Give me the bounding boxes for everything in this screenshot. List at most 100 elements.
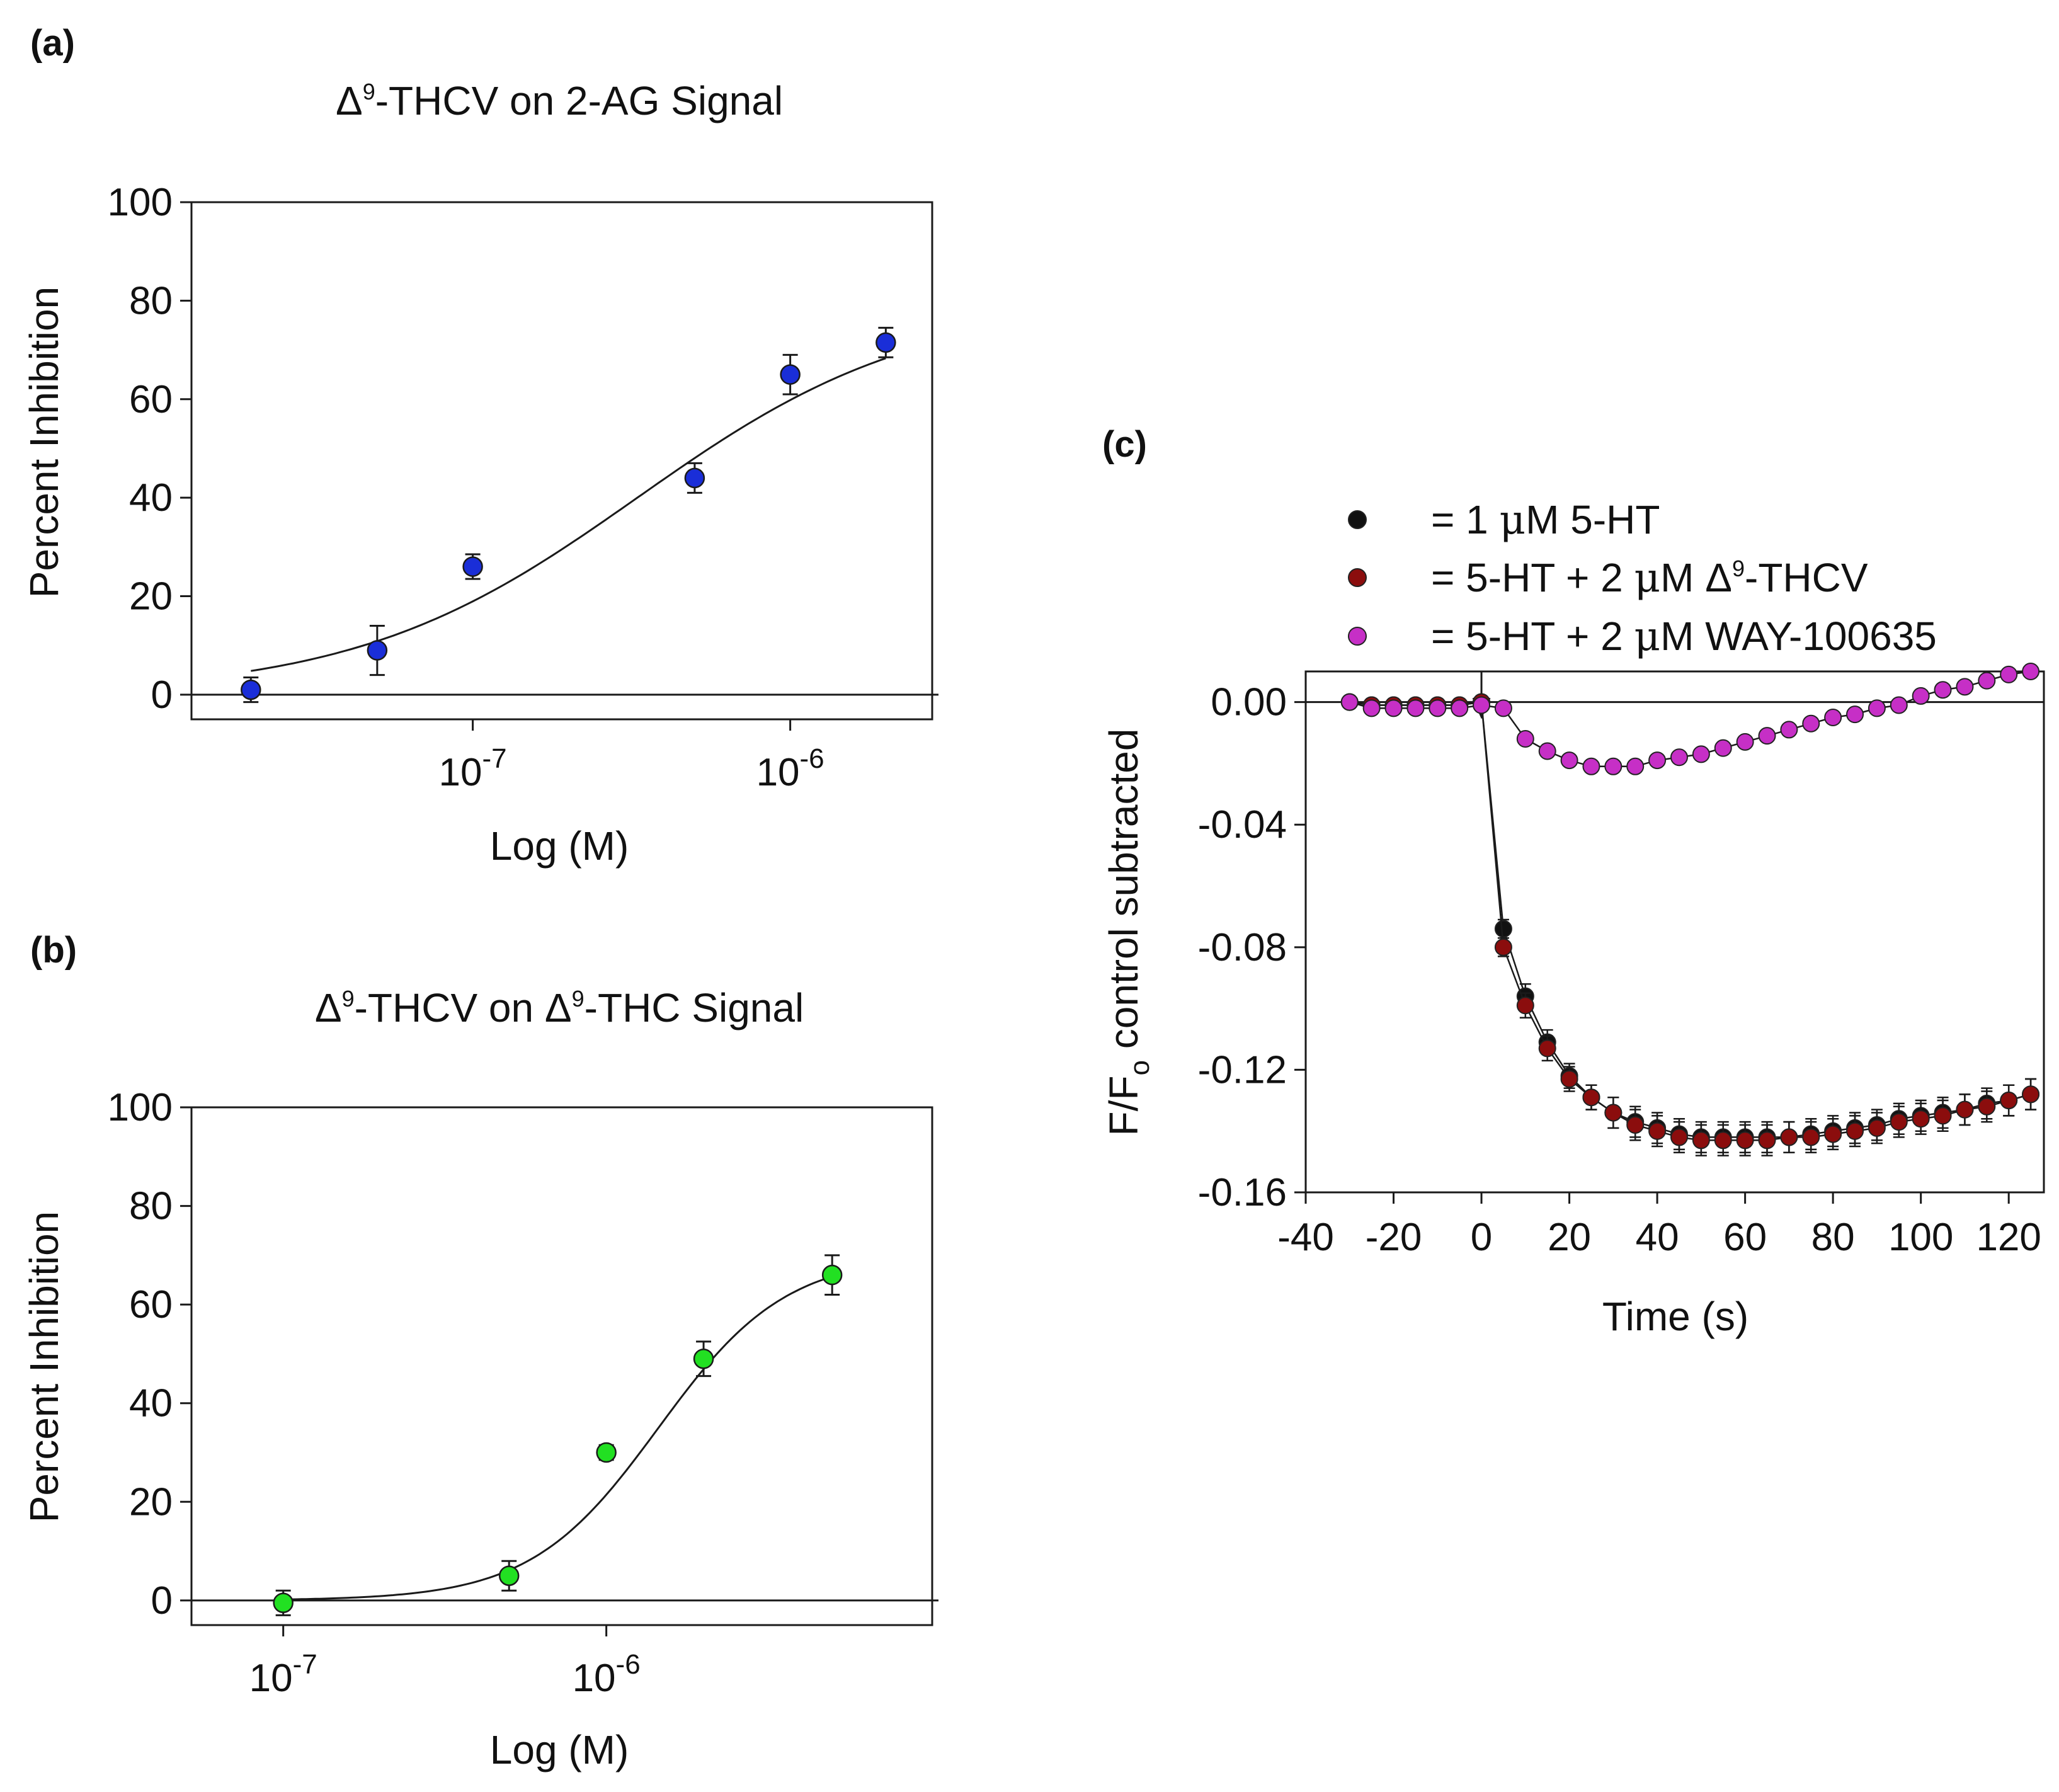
y-tick-label: 60 [129, 378, 173, 421]
data-point [1670, 748, 1688, 767]
chart-title-b: Δ9-THCV on Δ9-THC Signal [315, 985, 804, 1030]
y-tick-label: -0.08 [1198, 926, 1287, 969]
panel-b: (b) Δ9-THCV on Δ9-THC Signal Percent Inh… [21, 930, 938, 1772]
data-point [1890, 1113, 1908, 1131]
data-point [1758, 727, 1776, 745]
y-axis-label-c: F/Fo control subtracted [1101, 729, 1155, 1136]
data-point [1956, 1100, 1974, 1119]
data-point [1868, 699, 1886, 717]
y-tick-label: 0.00 [1211, 681, 1287, 724]
x-axis-label-b: Log (M) [490, 1727, 629, 1772]
y-tick-label: 40 [129, 1382, 173, 1425]
data-point [462, 556, 483, 577]
y-tick-label: 100 [108, 1086, 173, 1129]
data-point [1736, 1131, 1754, 1150]
data-point [1868, 1119, 1886, 1137]
data-point [1802, 1128, 1820, 1146]
y-tick-label: 40 [129, 476, 173, 520]
data-point [2000, 1092, 2018, 1110]
legend-label-5ht: = 1 μM 5-HT [1431, 497, 1660, 544]
legend-label-thcv: = 5-HT + 2 μM Δ9-THCV [1431, 555, 1868, 602]
data-point [2000, 665, 2018, 683]
y-tick-label: -0.04 [1198, 803, 1287, 847]
x-axis-label-a: Log (M) [490, 823, 629, 869]
data-point [1560, 751, 1578, 770]
y-tick-label: 80 [129, 1185, 173, 1228]
data-point [684, 467, 705, 489]
data-point [1780, 721, 1798, 739]
x-axis-label-c: Time (s) [1602, 1294, 1748, 1339]
x-tick-label: 60 [1723, 1216, 1767, 1259]
data-point [1516, 730, 1534, 748]
y-axis-label-b: Percent Inhibition [21, 1211, 67, 1523]
plot-area-b: 0 20 40 60 80 100 10-7 10-6 [108, 1086, 938, 1700]
data-point [1429, 699, 1447, 717]
data-point [1406, 699, 1425, 717]
x-tick-label: -20 [1366, 1216, 1422, 1259]
data-point [1934, 681, 1952, 699]
legend-marker-thcv [1348, 568, 1367, 587]
y-tick-label: 20 [129, 575, 173, 619]
legend-marker-5ht [1348, 510, 1367, 529]
x-tick-label: -40 [1277, 1216, 1334, 1259]
data-point [1516, 996, 1534, 1015]
data-point [1582, 1088, 1600, 1107]
data-point [876, 332, 896, 353]
data-point [1978, 671, 1996, 690]
data-point [1604, 1104, 1623, 1122]
data-point [1626, 1116, 1645, 1134]
x-tick-label: 10-6 [573, 1649, 641, 1700]
data-point [1802, 714, 1820, 733]
data-point [1582, 757, 1600, 775]
legend-marker-way [1348, 627, 1367, 646]
data-point [1340, 693, 1359, 711]
plot-frame [190, 1106, 933, 1626]
plot-frame [190, 201, 933, 721]
panel-a: (a) Δ9-THCV on 2-AG Signal Percent Inhib… [21, 23, 938, 869]
legend-label-way: = 5-HT + 2 μM WAY-100635 [1431, 614, 1937, 660]
data-point [1714, 1131, 1732, 1150]
data-point [1670, 1128, 1688, 1146]
plot-frame [1304, 670, 2045, 1194]
data-point [1912, 687, 1930, 705]
data-point [1758, 1131, 1776, 1150]
x-tick-label: 40 [1636, 1216, 1679, 1259]
fit-curve [251, 357, 886, 672]
x-tick-label: 120 [1976, 1216, 2041, 1259]
data-point [1846, 705, 1864, 724]
data-point [1846, 1122, 1864, 1140]
fit-curve [283, 1276, 833, 1601]
data-point [1604, 757, 1623, 775]
data-point [1978, 1097, 1996, 1116]
y-tick-label: -0.12 [1198, 1048, 1287, 1092]
data-point [2022, 1085, 2040, 1104]
data-point [693, 1349, 714, 1369]
data-point [1494, 699, 1512, 717]
y-tick-label: 100 [108, 181, 173, 224]
data-point [821, 1264, 843, 1286]
data-point [1714, 739, 1732, 757]
data-point [1538, 742, 1556, 760]
data-point [596, 1442, 617, 1463]
panel-label-b: (b) [30, 930, 77, 971]
data-point [1494, 938, 1512, 956]
data-point [241, 679, 261, 700]
data-point [1890, 696, 1908, 714]
data-point [1648, 751, 1667, 770]
data-point [2022, 663, 2040, 680]
x-tick-label: 10-7 [439, 743, 507, 794]
data-point [1956, 678, 1974, 696]
panel-c: (c) = 1 μM 5-HT = 5-HT + 2 μM Δ9-THCV = … [1101, 424, 2045, 1339]
data-point [1384, 699, 1403, 717]
plot-area-c: 0.00 -0.04 -0.08 -0.12 -0.16-40 -20 0 20 40 60 80 1… [1198, 663, 2045, 1259]
data-point [498, 1565, 520, 1586]
data-point [1626, 757, 1645, 775]
data-point [1560, 1070, 1578, 1088]
legend-c: = 1 μM 5-HT = 5-HT + 2 μM Δ9-THCV = 5-HT… [1348, 497, 1937, 660]
plot-area-a: 0 20 40 60 80 100 10-7 10-6 [108, 181, 938, 794]
x-tick-label: 100 [1888, 1216, 1953, 1259]
data-point [1362, 699, 1381, 717]
x-tick-label: 80 [1811, 1216, 1855, 1259]
y-axis-label-a: Percent Inhibition [21, 287, 67, 598]
